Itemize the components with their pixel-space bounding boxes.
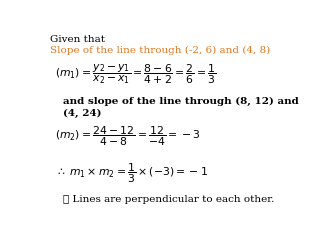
Text: Slope of the line through (-2, 6) and (4, 8): Slope of the line through (-2, 6) and (4… — [50, 46, 270, 55]
Text: $(m_2) = \dfrac{24 - 12}{4 - 8} = \dfrac{12}{-4} = -3$: $(m_2) = \dfrac{24 - 12}{4 - 8} = \dfrac… — [55, 124, 200, 148]
Text: $(m_1) = \dfrac{y_2 - y_1}{x_2 - x_1} = \dfrac{8 - 6}{4 + 2} = \dfrac{2}{6} = \d: $(m_1) = \dfrac{y_2 - y_1}{x_2 - x_1} = … — [55, 62, 216, 85]
Text: Given that: Given that — [50, 35, 105, 43]
Text: ∴ Lines are perpendicular to each other.: ∴ Lines are perpendicular to each other. — [63, 195, 274, 204]
Text: (4, 24): (4, 24) — [63, 108, 101, 117]
Text: $\therefore\; m_1 \times m_2 = \dfrac{1}{3} \times (-3) = -1$: $\therefore\; m_1 \times m_2 = \dfrac{1}… — [55, 161, 208, 184]
Text: and slope of the line through (8, 12) and: and slope of the line through (8, 12) an… — [63, 97, 299, 106]
